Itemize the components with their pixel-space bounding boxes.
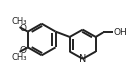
Text: O: O bbox=[19, 46, 26, 55]
Text: O: O bbox=[19, 24, 26, 33]
Text: OH: OH bbox=[113, 28, 127, 37]
Text: CH₃: CH₃ bbox=[11, 17, 27, 26]
Text: N: N bbox=[79, 54, 86, 64]
Text: CH₃: CH₃ bbox=[11, 53, 27, 62]
